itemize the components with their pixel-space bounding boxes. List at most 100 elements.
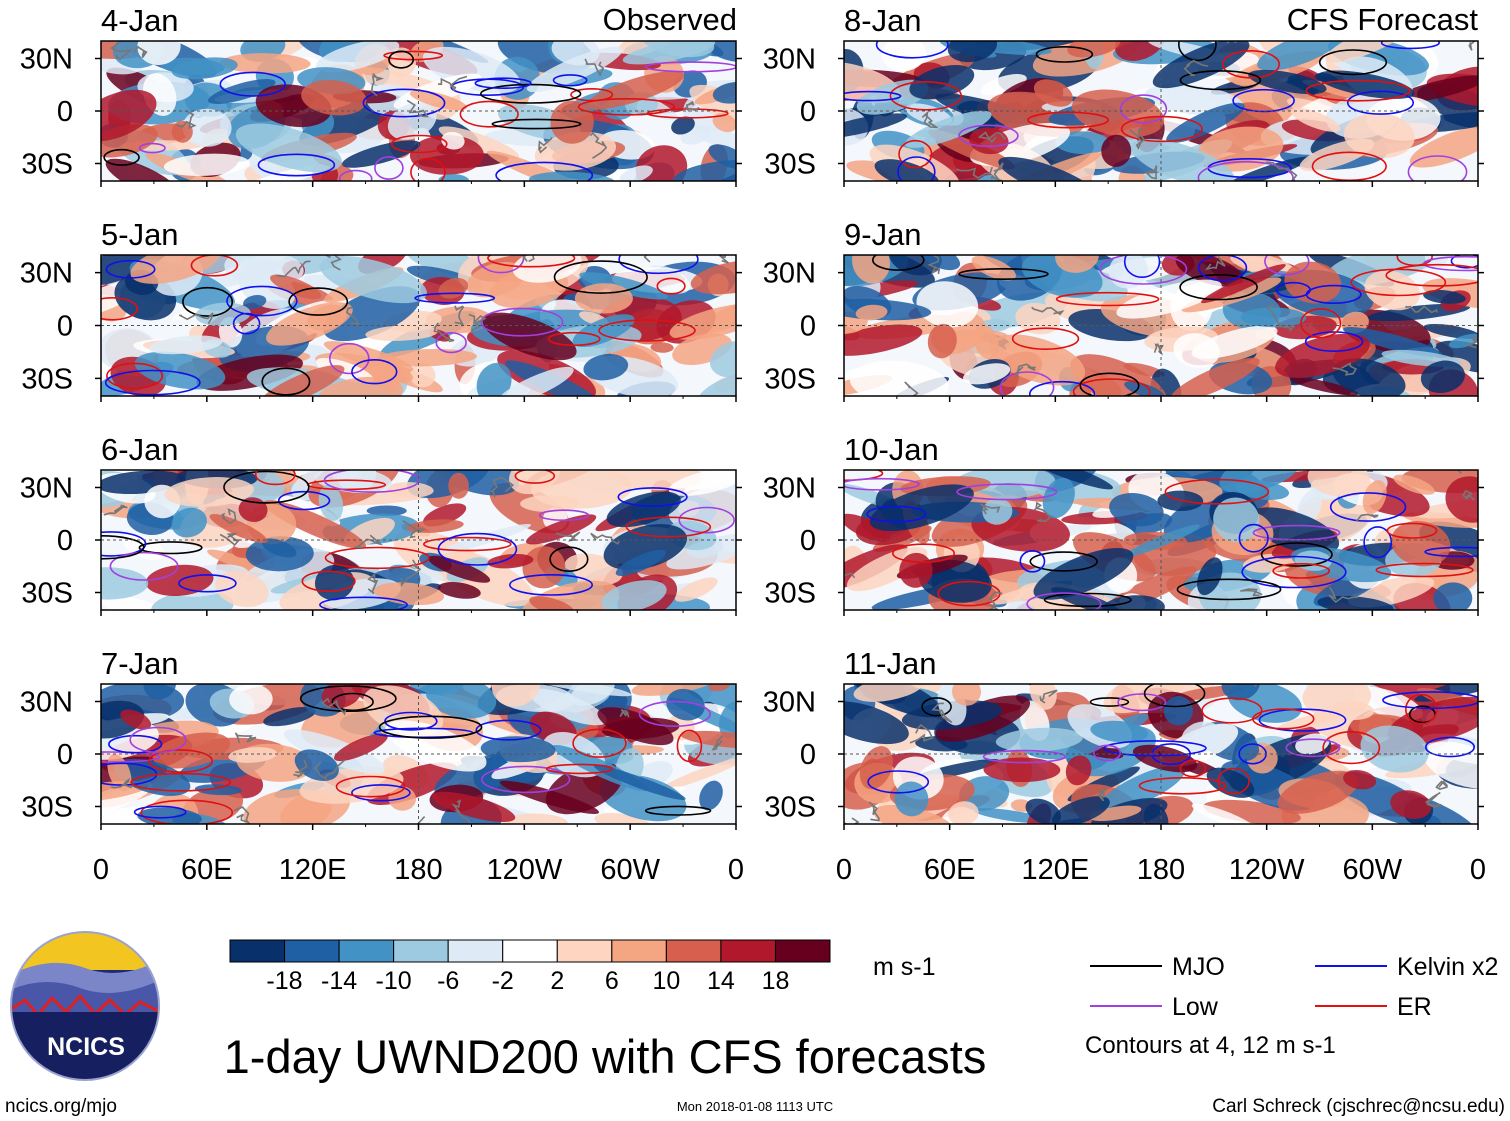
colorbar-tick-label: -6 <box>437 967 459 995</box>
panel-date-label: 8-Jan <box>844 3 922 38</box>
y-tick-label: 30S <box>21 149 73 181</box>
colorbar-tick-label: -2 <box>492 967 514 995</box>
y-tick-label: 0 <box>57 311 73 343</box>
colorbar-swatch <box>556 939 613 963</box>
panel-date-label: 11-Jan <box>844 646 937 681</box>
author-credit: Carl Schreck (cjschrec@ncsu.edu) <box>1212 1096 1505 1117</box>
legend-label: ER <box>1397 993 1432 1021</box>
y-tick-label: 30S <box>764 363 816 395</box>
colorbar-tick-label: 2 <box>550 967 564 995</box>
figure-title: 1-day UWND200 with CFS forecasts <box>224 1030 987 1083</box>
colorbar-swatch <box>774 939 831 963</box>
map-panel-5-Jan: 30N 0 30S 5-Jan <box>20 217 742 402</box>
colorbar-tick-label: -14 <box>321 967 357 995</box>
map-panel-8-Jan: 30N 0 30S 8-Jan <box>763 3 1484 187</box>
wind-field <box>101 255 736 396</box>
wind-field <box>101 684 736 824</box>
legend-item-MJO: MJO <box>1090 953 1225 981</box>
colorbar-swatch <box>393 939 449 963</box>
y-tick-label: 30S <box>764 578 816 610</box>
map-panel-11-Jan: 30N 0 30S 11-Jan <box>763 646 1484 830</box>
map-panel-9-Jan: 30N 0 30S 9-Jan <box>763 217 1484 402</box>
panel-date-label: 4-Jan <box>101 3 179 38</box>
y-tick-label: 0 <box>800 525 816 557</box>
map-panel-7-Jan: 30N 0 30S 7-Jan <box>20 646 742 830</box>
colorbar-swatch <box>284 939 340 963</box>
x-tick-label: 120W <box>486 854 562 886</box>
map-panel-6-Jan: 30N 0 30S 6-Jan <box>20 432 742 616</box>
x-axis-tick-labels: 0 60E 120E 180 120W 60W 0 0 60E 120E 180 120W 60W 0 <box>93 854 1486 886</box>
colorbar-swatch <box>338 939 395 963</box>
wind-field <box>844 255 1478 396</box>
colorbar-swatch <box>611 939 667 963</box>
y-tick-label: 30S <box>764 149 816 181</box>
colorbar-tick-label: -18 <box>266 967 302 995</box>
y-tick-label: 0 <box>57 96 73 128</box>
logo-text: NCICS <box>47 1033 125 1061</box>
colorbar: -18 -14 -10 -6 -2 2 6 10 14 18 <box>229 939 831 995</box>
legend-label: MJO <box>1172 953 1225 981</box>
colorbar-swatch <box>665 939 722 963</box>
colorbar-tick-label: 6 <box>605 967 619 995</box>
wind-field <box>101 470 736 610</box>
y-tick-label: 0 <box>800 739 816 771</box>
x-tick-label: 0 <box>93 854 109 886</box>
map-panel-4-Jan: 30N 0 30S 4-Jan <box>20 3 742 187</box>
y-tick-label: 30N <box>20 258 73 290</box>
y-tick-label: 30S <box>21 363 73 395</box>
panels: 30N 0 30S 4-Jan 30N 0 30S 5-Jan 30N 0 30S 6-Jan 30N 0… <box>20 3 1484 830</box>
x-tick-label: 0 <box>836 854 852 886</box>
colorbar-tick-label: 14 <box>707 967 735 995</box>
x-tick-label: 60W <box>1343 854 1403 886</box>
y-tick-label: 30N <box>20 44 73 76</box>
x-tick-label: 180 <box>394 854 442 886</box>
x-tick-label: 0 <box>728 854 744 886</box>
colorbar-tick-label: 18 <box>762 967 790 995</box>
wind-field <box>844 470 1478 610</box>
x-tick-label: 60E <box>181 854 233 886</box>
legend-label: Low <box>1172 993 1219 1021</box>
ncics-logo: NCICS <box>10 931 160 1081</box>
wind-field <box>844 41 1478 181</box>
panel-date-label: 10-Jan <box>844 432 939 467</box>
legend-note: Contours at 4, 12 m s-1 <box>1085 1032 1336 1059</box>
legend-item-Low: Low <box>1090 993 1219 1021</box>
y-tick-label: 30N <box>763 44 816 76</box>
panel-date-label: 5-Jan <box>101 217 179 252</box>
legend-item-ER: ER <box>1315 993 1432 1021</box>
website-link[interactable]: ncics.org/mjo <box>5 1096 117 1117</box>
y-tick-label: 30N <box>763 258 816 290</box>
colorbar-tick-label: 10 <box>652 967 680 995</box>
panel-date-label: 7-Jan <box>101 646 179 681</box>
y-tick-label: 30N <box>20 473 73 505</box>
y-tick-label: 0 <box>57 739 73 771</box>
map-panel-10-Jan: 30N 0 30S 10-Jan <box>763 432 1484 616</box>
colorbar-swatch <box>229 939 286 963</box>
x-tick-label: 60W <box>600 854 660 886</box>
panel-date-label: 9-Jan <box>844 217 922 252</box>
x-tick-label: 0 <box>1470 854 1486 886</box>
colorbar-swatch <box>447 939 504 963</box>
legend-item-Kelvin x2: Kelvin x2 <box>1315 953 1498 981</box>
y-tick-label: 0 <box>57 525 73 557</box>
y-tick-label: 30N <box>763 687 816 719</box>
legend-label: Kelvin x2 <box>1397 953 1498 981</box>
x-tick-label: 120W <box>1229 854 1305 886</box>
contour-legend: MJO Kelvin x2 Low ER <box>1090 953 1498 1021</box>
y-tick-label: 30S <box>21 578 73 610</box>
x-tick-label: 180 <box>1137 854 1185 886</box>
y-tick-label: 0 <box>800 311 816 343</box>
colorbar-units: m s-1 <box>873 953 936 981</box>
forecast-header: CFS Forecast <box>1287 2 1479 37</box>
x-tick-label: 60E <box>924 854 976 886</box>
x-tick-label: 120E <box>279 854 347 886</box>
wind-field <box>844 684 1478 824</box>
colorbar-swatch <box>720 939 776 963</box>
y-tick-label: 0 <box>800 96 816 128</box>
wind-field <box>101 41 736 181</box>
timestamp: Mon 2018-01-08 1113 UTC <box>677 1099 833 1114</box>
y-tick-label: 30S <box>764 792 816 824</box>
y-tick-label: 30N <box>763 473 816 505</box>
panel-date-label: 6-Jan <box>101 432 179 467</box>
